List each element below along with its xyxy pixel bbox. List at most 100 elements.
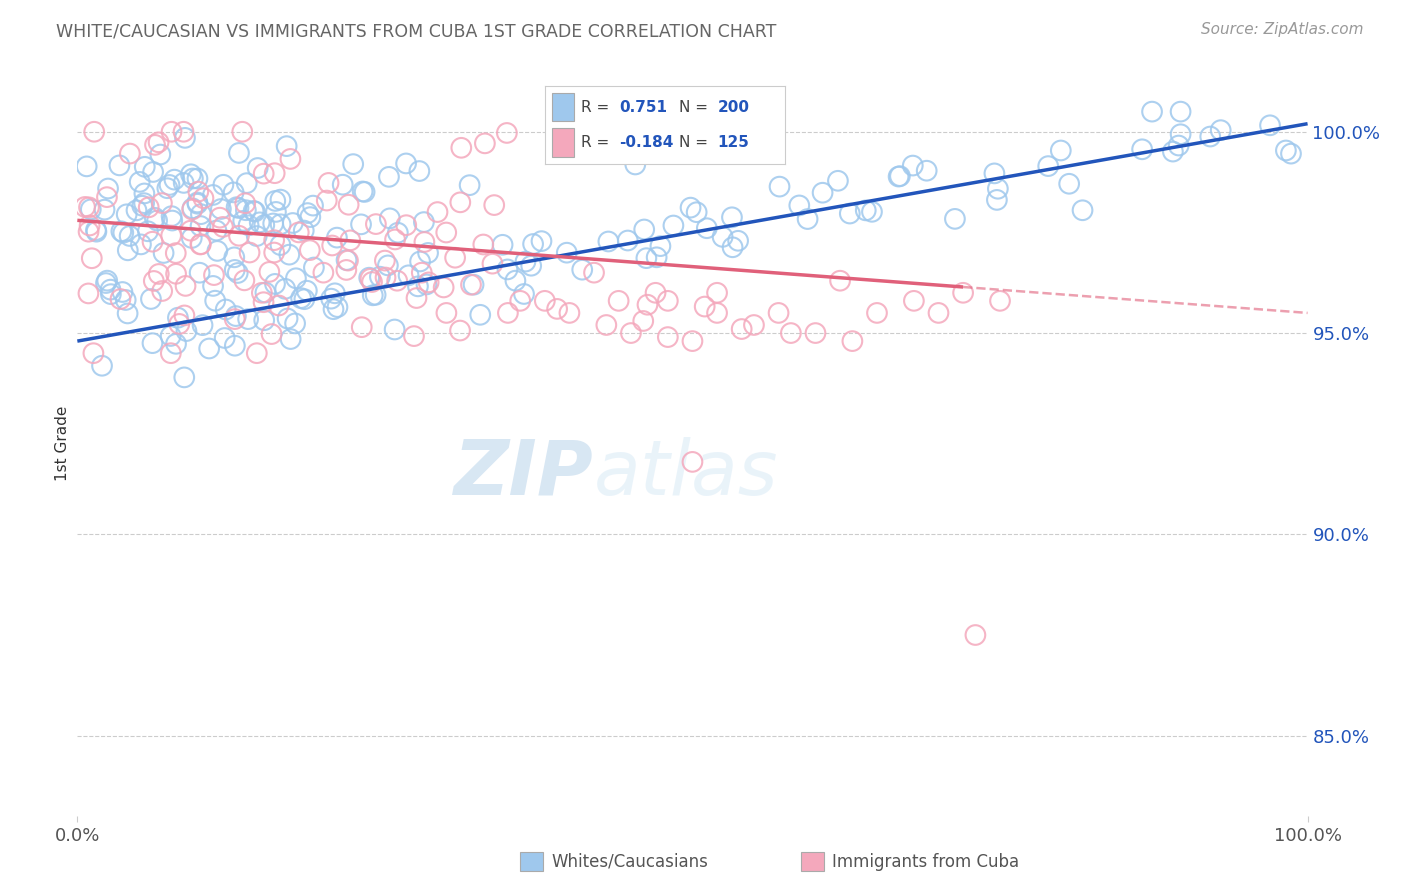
Point	[406, 279, 429, 293]
Point	[215, 302, 238, 317]
Point	[259, 265, 281, 279]
Point	[413, 235, 436, 249]
Point	[193, 191, 215, 205]
Point	[395, 218, 418, 232]
Point	[374, 270, 396, 285]
Point	[620, 326, 643, 340]
Point	[928, 306, 950, 320]
Point	[141, 235, 163, 249]
Text: ZIP: ZIP	[454, 436, 595, 510]
Point	[398, 268, 420, 283]
Point	[1130, 142, 1153, 156]
Point	[571, 262, 593, 277]
Point	[214, 331, 236, 345]
Point	[94, 276, 117, 290]
Point	[298, 243, 321, 257]
Point	[222, 186, 245, 200]
Point	[359, 272, 381, 286]
Point	[84, 223, 107, 237]
Point	[284, 271, 307, 285]
Point	[254, 285, 277, 300]
Point	[228, 145, 250, 160]
Point	[339, 233, 361, 247]
Point	[77, 200, 100, 214]
Text: Whites/Caucasians: Whites/Caucasians	[551, 853, 709, 871]
Point	[202, 279, 225, 293]
Point	[236, 312, 259, 326]
Point	[965, 628, 987, 642]
Point	[1167, 138, 1189, 153]
Point	[402, 329, 425, 343]
Point	[696, 221, 718, 235]
Point	[1161, 145, 1184, 159]
Text: Immigrants from Cuba: Immigrants from Cuba	[832, 853, 1019, 871]
Point	[165, 267, 187, 281]
Point	[1140, 104, 1163, 119]
Point	[706, 306, 728, 320]
Point	[297, 206, 319, 220]
Point	[277, 311, 299, 326]
Point	[384, 322, 406, 336]
Point	[100, 287, 122, 301]
Point	[238, 219, 260, 233]
Point	[173, 125, 195, 139]
Point	[685, 205, 707, 219]
Point	[173, 309, 195, 323]
Point	[138, 200, 160, 214]
Point	[117, 244, 139, 258]
Point	[226, 266, 249, 280]
Point	[76, 160, 98, 174]
Text: WHITE/CAUCASIAN VS IMMIGRANTS FROM CUBA 1ST GRADE CORRELATION CHART: WHITE/CAUCASIAN VS IMMIGRANTS FROM CUBA …	[56, 22, 776, 40]
Point	[139, 292, 162, 306]
Point	[246, 229, 269, 244]
Point	[250, 285, 273, 300]
Point	[264, 194, 287, 208]
Point	[637, 298, 659, 312]
Point	[302, 198, 325, 212]
Point	[186, 195, 208, 210]
Point	[125, 203, 148, 218]
Point	[657, 330, 679, 344]
Point	[636, 251, 658, 265]
Point	[143, 211, 166, 225]
Point	[235, 203, 257, 218]
Point	[205, 223, 228, 237]
Point	[866, 306, 889, 320]
Point	[484, 198, 506, 212]
Point	[159, 329, 181, 343]
Point	[337, 253, 360, 268]
Point	[204, 293, 226, 308]
Point	[721, 240, 744, 254]
Point	[156, 181, 179, 195]
Point	[368, 269, 391, 284]
Point	[838, 206, 860, 220]
Point	[378, 211, 401, 226]
Point	[436, 306, 458, 320]
Point	[79, 219, 101, 233]
Point	[249, 215, 271, 229]
Point	[180, 224, 202, 238]
Point	[264, 205, 287, 219]
Point	[190, 237, 212, 252]
Point	[224, 339, 246, 353]
Point	[191, 318, 214, 333]
Point	[450, 141, 472, 155]
Point	[887, 169, 910, 184]
Point	[131, 199, 153, 213]
Point	[509, 293, 531, 308]
Point	[693, 300, 716, 314]
Point	[361, 275, 384, 289]
Point	[148, 267, 170, 281]
Point	[433, 280, 456, 294]
Point	[505, 274, 527, 288]
Point	[679, 201, 702, 215]
Y-axis label: 1st Grade: 1st Grade	[55, 406, 70, 482]
Point	[409, 254, 432, 268]
Point	[278, 247, 301, 261]
Point	[633, 222, 655, 236]
Point	[359, 270, 381, 285]
Point	[1279, 146, 1302, 161]
Point	[112, 226, 135, 240]
Point	[387, 274, 409, 288]
Point	[595, 318, 617, 332]
